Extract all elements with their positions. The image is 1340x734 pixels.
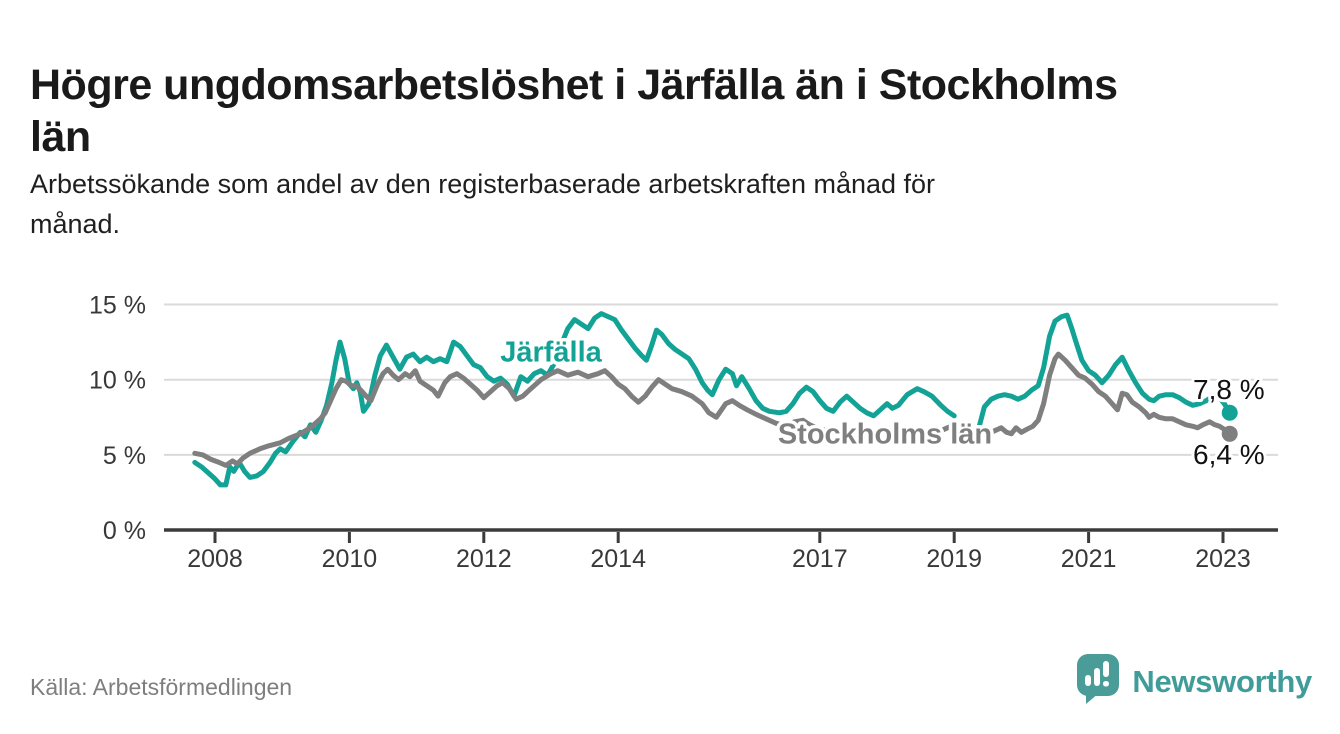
- end-value-label-stockholm: 6,4 %: [1193, 439, 1265, 470]
- chart-subtitle-line2: månad.: [30, 209, 121, 239]
- series-end-dot-jarfalla: [1221, 404, 1238, 421]
- y-axis-tick-label: 10 %: [89, 367, 146, 395]
- series-line-jarfalla: [975, 312, 1233, 435]
- newsworthy-logo-icon: [1076, 653, 1120, 710]
- chart-subtitle-line1: Arbetssökande som andel av den registerb…: [30, 169, 936, 199]
- y-axis-tick-label: 0 %: [103, 517, 146, 545]
- y-axis-tick-label: 5 %: [103, 442, 146, 470]
- chart-subtitle: Arbetssökande som andel av den registerb…: [30, 164, 1320, 244]
- x-axis-tick-label: 2017: [792, 545, 848, 573]
- series-line-stockholm: [192, 351, 1233, 468]
- x-axis-tick-label: 2014: [590, 545, 646, 573]
- series-label-jarfalla: Järfälla: [500, 337, 602, 369]
- x-axis-tick-label: 2008: [187, 545, 243, 573]
- page-title-line2: län: [30, 112, 91, 161]
- source-note: Källa: Arbetsförmedlingen: [30, 674, 293, 700]
- y-axis-tick-label: 15 %: [89, 292, 146, 320]
- x-axis-tick-label: 2021: [1061, 545, 1117, 573]
- newsworthy-logo-text: Newsworthy: [1132, 663, 1312, 699]
- series-end-dot-stockholm: [1221, 425, 1238, 442]
- newsworthy-logo: Newsworthy: [1076, 653, 1312, 710]
- page-title-line1: Högre ungdomsarbetslöshet i Järfälla än …: [30, 60, 1118, 109]
- series-label-stockholm: Stockholms län: [778, 419, 992, 451]
- line-chart-svg: 0 % 5 % 10 % 15 % 2008 2010 2012 2014 2017 2019 20…: [89, 292, 1278, 573]
- x-axis-tick-label: 2010: [322, 545, 378, 573]
- end-value-label-jarfalla: 7,8 %: [1193, 374, 1265, 405]
- x-axis-tick-label: 2012: [456, 545, 512, 573]
- page-title: Högre ungdomsarbetslöshet i Järfälla än …: [30, 59, 1320, 163]
- x-axis-tick-label: 2019: [926, 545, 982, 573]
- line-chart: 0 % 5 % 10 % 15 % 2008 2010 2012 2014 2017 2019 20…: [0, 270, 1340, 610]
- x-axis-tick-label: 2023: [1195, 545, 1251, 573]
